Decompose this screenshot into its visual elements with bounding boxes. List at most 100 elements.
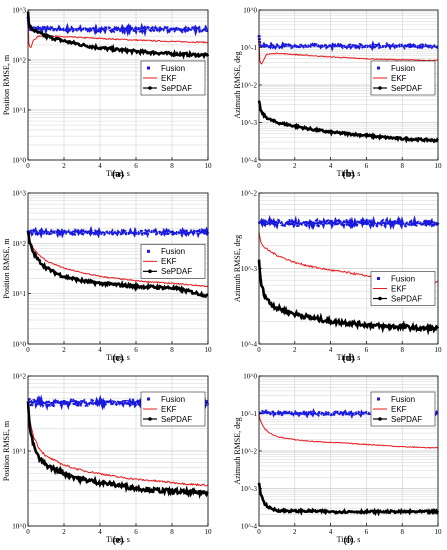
chart-panel-5: 0 2 4 6 8 10 10^0 10^1 10^2 Time, s Position RMSE,… [2,373,212,547]
x-tick-label: 10 [435,528,443,536]
x-axis-label: Time, s [337,535,361,544]
x-tick-label: 6 [134,346,138,354]
y-tick-label: 10^0 [12,523,26,531]
legend-label: SePDAF [161,267,192,276]
plot-frame [27,9,209,161]
y-tick-label: 10^-1 [241,410,258,418]
chart-panel-4: 0 2 4 6 8 10 10^-4 10^-3 10^-2 Time, s Azimuth RMS… [233,190,442,365]
y-tick-label: 10^2 [12,373,26,381]
x-tick-label: 8 [170,162,174,170]
series-fusion [26,225,210,239]
x-tick-label: 2 [62,528,66,536]
legend-label: Fusion [391,395,415,404]
series-ekf [27,401,209,487]
y-tick-label: 10^0 [243,373,257,381]
y-axis-label: Azimuth RMSE, deg [233,235,242,302]
x-tick-label: 10 [205,162,213,170]
x-tick-label: 0 [257,162,261,170]
x-tick-label: 8 [400,162,404,170]
panel-caption: (e) [112,535,123,546]
y-tick-label: 10^-3 [241,265,258,273]
x-tick-label: 4 [98,162,102,170]
series-sepdaf [26,11,210,60]
legend-label: SePDAF [161,415,192,424]
x-tick-label: 0 [257,528,261,536]
legend-marker-fusion [377,66,380,70]
plot-frame [27,192,209,345]
chart-panel-1: 0 2 4 6 8 10 10^0 10^1 10^2 10^3 Time, s Position R… [2,7,212,181]
series-ekf [27,17,209,49]
y-tick-label: 10^-4 [241,157,258,165]
y-tick-label: 10^-3 [241,119,258,127]
panel-caption: (a) [112,169,124,180]
x-tick-label: 4 [329,528,333,536]
x-tick-label: 10 [435,162,443,170]
x-tick-label: 8 [170,528,174,536]
panel-caption: (f) [344,535,354,546]
x-tick-label: 2 [62,346,66,354]
x-tick-label: 0 [26,162,30,170]
x-axis-label: Time, s [106,353,130,362]
legend-label: SePDAF [391,84,422,93]
x-tick-label: 8 [400,528,404,536]
series-ekf [27,231,209,288]
x-tick-label: 2 [293,162,297,170]
series-sepdaf [257,259,440,336]
legend-marker-fusion [377,277,380,281]
legend-marker-sepdaf [378,86,382,90]
y-tick-label: 10^-2 [241,190,258,198]
legend-marker-sepdaf [148,86,152,90]
series-fusion [26,16,209,37]
y-tick-label: 10^1 [12,448,26,456]
series-sepdaf [26,401,209,500]
legend-label: Fusion [391,64,415,73]
legend-label: SePDAF [391,294,422,303]
grid [27,376,209,527]
y-tick-label: 10^-4 [241,341,258,349]
x-axis-label: Time, s [106,535,130,544]
series-ekf [258,414,439,449]
x-tick-label: 2 [293,528,297,536]
x-tick-label: 8 [170,346,174,354]
y-tick-label: 10^1 [12,107,26,115]
y-tick-label: 10^0 [12,157,26,165]
y-tick-label: 10^2 [12,57,26,65]
series-fusion [257,35,439,52]
y-tick-label: 10^-1 [241,44,258,52]
x-tick-label: 4 [329,162,333,170]
x-axis-label: Time, s [106,169,130,178]
x-tick-label: 6 [134,162,138,170]
x-tick-label: 8 [400,346,404,354]
series-sepdaf [257,482,440,517]
y-tick-label: 10^-2 [241,448,258,456]
legend-marker-fusion [377,397,380,401]
series-sepdaf [257,100,439,144]
grid [27,193,209,345]
y-axis-label: Azimuth RMSE, deg [233,417,242,484]
y-tick-label: 10^1 [12,290,26,298]
y-tick-label: 10^-3 [241,485,258,493]
legend-marker-fusion [147,397,150,401]
legend-label: SePDAF [391,415,422,424]
legend-marker-fusion [147,66,150,70]
legend-label: EKF [161,257,177,266]
legend-label: Fusion [391,274,415,283]
x-tick-label: 0 [26,346,30,354]
x-tick-label: 6 [365,162,369,170]
series-fusion [27,394,210,412]
series-fusion [257,214,440,231]
legend-marker-sepdaf [378,296,382,301]
legend-label: SePDAF [161,84,192,93]
series-sepdaf [26,230,209,299]
x-axis-label: Time, s [337,169,361,178]
x-tick-label: 10 [435,346,443,354]
legend-label: Fusion [161,247,185,256]
x-tick-label: 2 [62,162,66,170]
panel-caption: (c) [112,353,123,364]
